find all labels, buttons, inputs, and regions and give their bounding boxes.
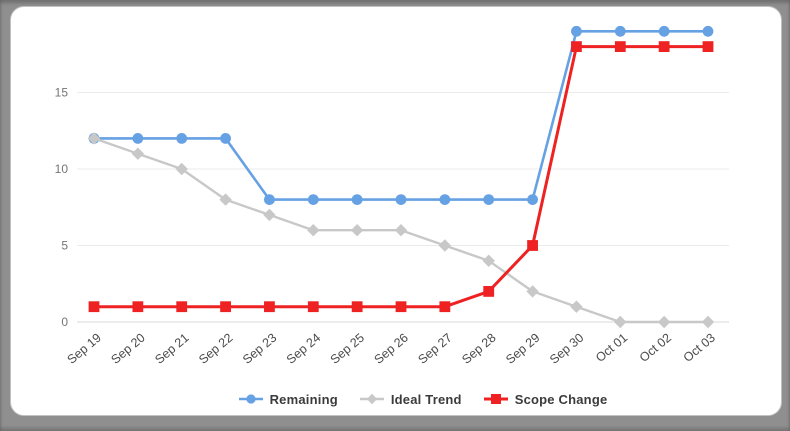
data-point-remaining (307, 194, 319, 206)
data-point-ideal-trend (526, 285, 539, 298)
data-point-remaining (351, 194, 363, 206)
data-point-scope-change (658, 41, 670, 52)
x-axis-label: Sep 23 (240, 331, 279, 367)
data-point-remaining (483, 194, 495, 206)
data-point-scope-change (176, 301, 188, 313)
data-point-scope-change (571, 41, 582, 52)
x-axis-label: Oct 01 (593, 331, 630, 365)
series-ideal-trend (87, 132, 715, 329)
x-axis-label: Sep 20 (108, 331, 147, 367)
data-point-ideal-trend (87, 132, 101, 145)
data-point-remaining (132, 133, 144, 144)
x-axis-label: Oct 03 (681, 331, 718, 365)
y-axis-label: 0 (61, 315, 68, 329)
data-point-ideal-trend (570, 300, 583, 313)
data-point-scope-change (220, 301, 231, 313)
ideal-trend-legend-marker-icon (359, 393, 384, 405)
data-point-scope-change (483, 286, 495, 297)
x-axis-label: Sep 24 (284, 331, 323, 367)
scope-change-legend-marker-icon (483, 394, 508, 404)
data-point-ideal-trend (394, 224, 408, 237)
x-axis-label: Sep 21 (152, 331, 191, 367)
data-point-ideal-trend (701, 315, 715, 329)
data-point-scope-change (132, 301, 144, 313)
data-point-ideal-trend (350, 224, 364, 237)
data-point-remaining (702, 25, 714, 37)
data-point-ideal-trend (307, 224, 320, 237)
series-scope-change (88, 41, 714, 313)
series-line-remaining (92, 29, 710, 201)
data-point-scope-change (527, 240, 538, 251)
data-point-ideal-trend (614, 315, 627, 329)
data-point-scope-change (395, 301, 407, 313)
data-point-ideal-trend (657, 315, 671, 329)
x-axis-label: Oct 02 (637, 331, 674, 365)
data-point-remaining (395, 194, 407, 206)
y-axis-label: 10 (55, 162, 69, 176)
chart-card: 0 5 10 15 Sep 19 Sep 20 Sep 21 Sep 22 Sep 23 Sep … (10, 6, 782, 416)
data-point-ideal-trend (175, 162, 188, 176)
data-point-remaining (527, 194, 538, 206)
data-point-ideal-trend (482, 254, 495, 267)
data-point-remaining (176, 133, 188, 144)
data-point-remaining (614, 25, 626, 37)
legend-label-ideal-trend: Ideal Trend (390, 391, 462, 407)
chart-legend: Remaining Ideal Trend Scope Change (11, 385, 781, 413)
x-axis-label: Sep 30 (547, 331, 586, 367)
data-point-ideal-trend (263, 208, 276, 222)
data-point-scope-change (88, 301, 100, 313)
series-line-scope-change (92, 45, 710, 309)
data-point-scope-change (614, 41, 626, 52)
data-point-remaining (220, 133, 231, 144)
legend-item-remaining[interactable]: Remaining (238, 391, 338, 407)
data-point-scope-change (439, 301, 451, 313)
y-axis-label: 5 (61, 239, 68, 253)
legend-item-scope-change[interactable]: Scope Change (483, 391, 608, 407)
legend-label-scope-change: Scope Change (514, 391, 608, 407)
data-point-ideal-trend (438, 239, 452, 252)
data-point-remaining (439, 194, 451, 206)
x-axis-label: Sep 25 (328, 331, 367, 367)
series-remaining (88, 25, 714, 206)
x-axis-label: Sep 22 (196, 331, 235, 367)
x-axis-label: Sep 28 (459, 331, 498, 367)
x-axis-label: Sep 29 (503, 331, 542, 367)
data-point-ideal-trend (131, 147, 145, 160)
legend-item-ideal-trend[interactable]: Ideal Trend (359, 391, 462, 407)
data-point-remaining (571, 25, 582, 37)
y-axis-label: 15 (55, 86, 69, 100)
data-point-scope-change (307, 301, 319, 313)
x-axis-label: Sep 27 (415, 331, 454, 367)
data-point-scope-change (702, 41, 714, 52)
x-axis-label: Sep 19 (65, 331, 104, 367)
data-point-scope-change (264, 301, 275, 313)
legend-label-remaining: Remaining (269, 391, 338, 407)
x-axis-label: Sep 26 (372, 331, 411, 367)
data-point-ideal-trend (219, 193, 232, 206)
data-point-scope-change (351, 301, 363, 313)
data-point-remaining (264, 194, 275, 206)
remaining-legend-marker-icon (238, 394, 263, 404)
data-point-remaining (658, 25, 670, 37)
